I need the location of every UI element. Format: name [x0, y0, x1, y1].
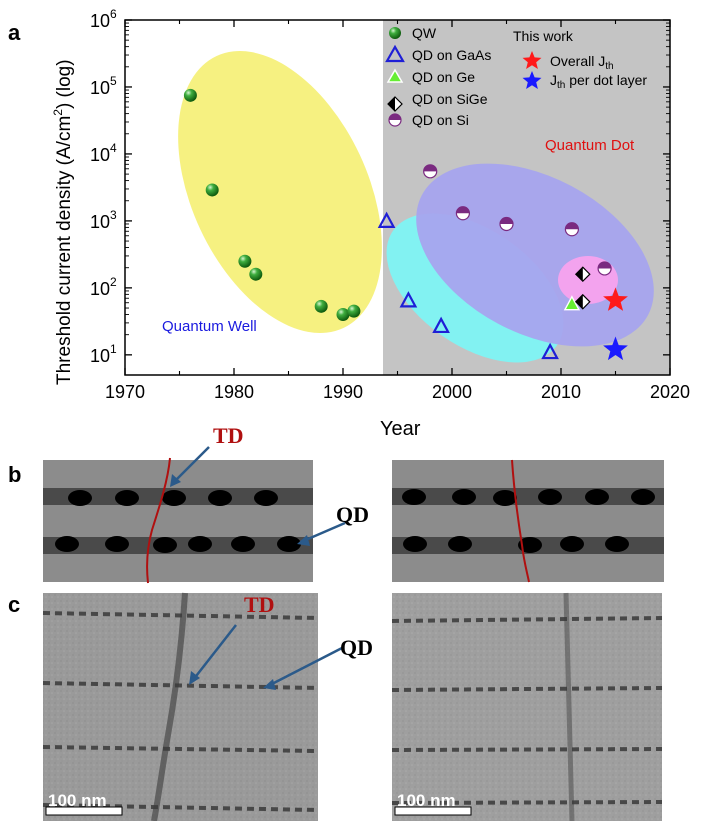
qd-gaas-point [377, 211, 396, 229]
qd-dots-left [55, 490, 301, 553]
legend-qd-gaas-icon [385, 44, 405, 63]
qd-si-point [499, 216, 514, 232]
y-tick-labels: 106 105 104 103 102 101 [90, 7, 117, 366]
quantum-dot-region-label: Quantum Dot [545, 137, 635, 154]
y-tick-label: 102 [90, 275, 117, 299]
legend-this-work: This work [513, 28, 574, 44]
qw-point [347, 304, 361, 318]
y-tick-label: 101 [90, 342, 117, 366]
tem-image-right: 100 nm [391, 592, 663, 821]
qw-ellipse [178, 51, 382, 333]
x-tick-label: 2010 [541, 382, 581, 402]
legend-qd-gaas: QD on GaAs [412, 47, 491, 63]
tem-dislocation-left [151, 592, 188, 821]
legend-per-layer-star-icon [522, 71, 542, 89]
qd-si-point [423, 164, 438, 179]
y-tick-label: 105 [90, 74, 117, 98]
qd-sige-point [574, 293, 591, 310]
threading-dislocation-right [511, 459, 530, 583]
qw-point [238, 254, 252, 268]
qw-point [249, 267, 263, 281]
tem-image-left: 100 nm [42, 592, 319, 821]
td-label-b: TD [213, 423, 244, 448]
y-tick-label: 103 [90, 208, 117, 232]
threading-dislocation-left [146, 457, 171, 584]
legend-overall-jth: Overall Jth [550, 53, 614, 72]
legend-qd-sige-icon [387, 96, 403, 112]
scale-bar-left [45, 806, 123, 816]
x-axis-label: Year [380, 418, 421, 440]
qw-point [205, 183, 219, 197]
x-tick-label: 1970 [105, 382, 145, 402]
td-arrow-b [172, 446, 210, 484]
qd-arrow-b [300, 521, 346, 544]
y-tick-label: 106 [90, 7, 117, 31]
scale-label-right: 100 nm [397, 791, 456, 810]
qd-dots-right [402, 489, 655, 553]
legend-per-layer-jth: Jth per dot layer [550, 72, 647, 91]
qw-point [314, 299, 328, 313]
qd-si-point [455, 206, 470, 221]
qw-point [336, 308, 350, 322]
legend-qd-ge-icon [386, 68, 404, 83]
y-axis-label: Threshold current density (A/cm2) (log) [51, 59, 75, 385]
x-tick-label: 2020 [650, 382, 690, 402]
legend-qw: QW [412, 25, 437, 41]
qd-si-point [597, 261, 612, 276]
td-arrow-c [192, 624, 237, 681]
legend-qw-icon [389, 27, 401, 39]
x-tick-label: 2000 [432, 382, 472, 402]
legend-qd-sige: QD on SiGe [412, 91, 488, 107]
qd-gaas-point [432, 316, 450, 334]
quantum-well-region-label: Quantum Well [162, 318, 257, 335]
qw-point [183, 88, 197, 102]
schematic-right [392, 459, 664, 583]
x-tick-labels: 1970 1980 1990 2000 2010 2020 [105, 382, 690, 402]
legend-qd-ge: QD on Ge [412, 69, 475, 85]
data-marks [183, 88, 628, 361]
qd-label-b: QD [336, 502, 369, 527]
qd-label-c: QD [340, 635, 373, 660]
y-tick-label: 104 [90, 141, 117, 165]
td-arrowhead-b [170, 474, 181, 487]
panel-b: TD QD [43, 423, 664, 584]
x-tick-label: 1980 [214, 382, 254, 402]
panel-c: 100 nm 100 nm TD QD [42, 592, 663, 821]
legend-overall-star-icon [522, 51, 542, 69]
qd-gaas-point [399, 291, 418, 308]
qd-arrow-c [267, 646, 343, 688]
per-layer-jth-star [603, 336, 628, 361]
scale-label-left: 100 nm [48, 791, 107, 810]
qd-arrowhead-c [263, 679, 276, 690]
legend-qd-si-icon [388, 113, 402, 127]
legend-qd-si: QD on Si [412, 112, 469, 128]
panel-letter-c: c [8, 592, 20, 617]
overall-jth-star [603, 287, 628, 311]
axis-ticks [124, 19, 671, 375]
legend: QW QD on GaAs QD on Ge QD on SiGe QD on … [385, 25, 647, 128]
td-label-c: TD [244, 592, 275, 617]
qd-si-point [564, 222, 580, 237]
panel-a: 1970 1980 1990 2000 2010 2020 106 105 104 103 102… [51, 7, 690, 440]
panel-letter-a: a [8, 20, 21, 45]
panel-letter-b: b [8, 462, 21, 487]
td-arrowhead-c [189, 671, 200, 685]
qd-arrowhead-b [297, 535, 310, 546]
scale-bar-right [394, 806, 472, 816]
x-tick-label: 1990 [323, 382, 363, 402]
qd-sige-point [574, 266, 591, 283]
tem-dislocation-right [563, 592, 575, 821]
qd-gaas-point [541, 342, 559, 360]
qd-ge-point [563, 295, 581, 311]
